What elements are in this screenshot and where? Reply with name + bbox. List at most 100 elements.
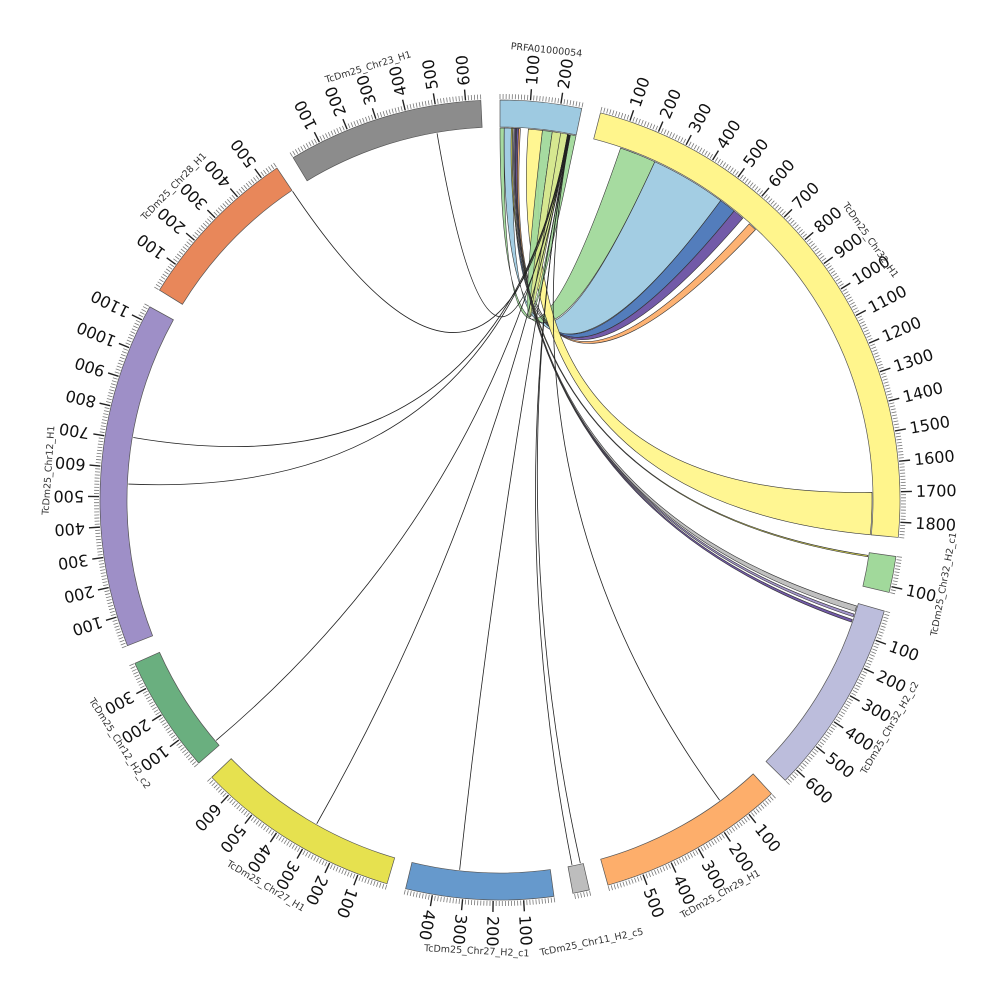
major-tick (93, 433, 105, 437)
major-tick (894, 428, 906, 432)
major-tick (823, 256, 834, 265)
tick-label: 800 (64, 386, 98, 412)
tick-label: 500 (822, 748, 858, 782)
major-tick (92, 556, 104, 560)
link-TcDm25_Chr27_H1 (316, 134, 570, 824)
major-tick (900, 521, 912, 524)
tick-label: 1500 (908, 412, 951, 438)
segment-label: TcDm25_Chr32_H2_c1 (929, 531, 960, 638)
major-tick (206, 209, 216, 219)
major-tick (642, 874, 648, 886)
major-tick (342, 118, 348, 130)
tick-label: 1400 (901, 378, 945, 406)
minor-tick-path (403, 889, 556, 907)
major-tick (849, 695, 860, 702)
major-tick (97, 586, 109, 591)
minor-tick-path (785, 610, 891, 785)
tick-label: 300 (449, 913, 471, 945)
segment-TcDm25_Chr12_H1 (99, 306, 174, 647)
minor-tick-path (289, 94, 482, 158)
tick-label: 600 (801, 773, 836, 808)
tick-label: 1100 (865, 281, 910, 317)
tick-label: 400 (415, 908, 439, 941)
link-TcDm25_Chr11_H2_c5 (535, 134, 573, 866)
major-tick (815, 746, 826, 754)
tick-label: 600 (54, 453, 86, 475)
tick-label: 1000 (74, 318, 119, 351)
segment-label: TcDm25_Chr11_H2_c5 (538, 927, 644, 959)
major-tick (99, 402, 111, 407)
major-tick (863, 667, 875, 674)
tick-label: 800 (810, 203, 846, 237)
major-tick (463, 89, 467, 101)
ribbon-TcDm25_Chr32_H2_c2 (514, 128, 853, 623)
tick-label: 300 (353, 72, 381, 107)
tick-label: 900 (72, 353, 107, 380)
major-tick (868, 338, 880, 344)
segment-label: TcDm25_Chr27_H2_c1 (423, 943, 530, 959)
major-tick (522, 900, 526, 912)
segment-TcDm25_Chr27_H2_c1 (405, 862, 555, 901)
major-tick (244, 814, 253, 825)
segment-PRFA01000054 (499, 99, 583, 136)
major-tick (229, 188, 239, 198)
major-tick (670, 862, 677, 873)
tick-label: 100 (751, 820, 785, 856)
tick-label: 100 (886, 637, 921, 665)
major-tick (353, 874, 359, 886)
ribbon-TcDm25_Chr32_H1 (499, 127, 656, 323)
tick-label: 400 (54, 519, 86, 540)
segment-TcDm25_Chr29_H1 (600, 773, 772, 886)
minor-ticks-TcDm25_Chr27_H2_c1 (403, 889, 556, 907)
major-tick (879, 367, 891, 373)
segment-label: PRFA01000054 (510, 41, 583, 59)
link-TcDm25_Chr12_H1 (133, 134, 569, 448)
major-tick (254, 168, 262, 179)
tick-label: 1800 (915, 514, 957, 535)
major-tick (796, 769, 806, 778)
major-tick (166, 257, 177, 265)
minor-tick-path (574, 890, 592, 899)
minor-tick-path (607, 794, 776, 892)
tick-label: 200 (656, 86, 686, 122)
tick-label: 1200 (879, 313, 924, 346)
segment-TcDm25_Chr32_H1 (593, 112, 901, 538)
major-tick (131, 314, 143, 321)
major-tick (657, 121, 664, 132)
major-tick (888, 397, 900, 402)
tick-label: 200 (483, 916, 503, 947)
tick-label: 600 (764, 156, 798, 192)
segment-TcDm25_Chr11_H2_c5 (567, 863, 590, 894)
tick-label: 300 (57, 550, 90, 573)
major-tick (737, 167, 745, 178)
major-tick (560, 92, 564, 104)
major-tick (429, 895, 433, 907)
major-tick (875, 639, 887, 645)
major-tick (460, 899, 464, 911)
minor-ticks-TcDm25_Chr12_H2_c2 (129, 663, 199, 768)
major-tick (899, 459, 911, 462)
tick-label: 1700 (916, 481, 957, 501)
links-layer (128, 127, 873, 870)
major-tick (151, 714, 162, 722)
major-tick (105, 616, 117, 622)
major-tick (833, 721, 844, 729)
minor-ticks-PRFA01000054 (499, 94, 584, 108)
tick-label: 500 (739, 135, 772, 171)
segment-TcDm25_Chr32_H2_c2 (765, 603, 885, 781)
major-tick (220, 794, 230, 804)
tick-label: 200 (321, 84, 350, 119)
tick-label: 500 (640, 885, 669, 920)
tick-label: 100 (290, 97, 321, 133)
minor-ticks-TcDm25_Chr11_H2_c5 (574, 890, 592, 899)
major-tick (712, 150, 720, 161)
major-tick (748, 813, 757, 824)
tick-label: 600 (191, 800, 226, 835)
major-tick (401, 99, 406, 111)
major-tick (761, 187, 770, 197)
major-tick (891, 586, 903, 590)
tick-label: 400 (385, 64, 411, 98)
major-tick (313, 131, 320, 143)
major-tick (136, 687, 147, 695)
